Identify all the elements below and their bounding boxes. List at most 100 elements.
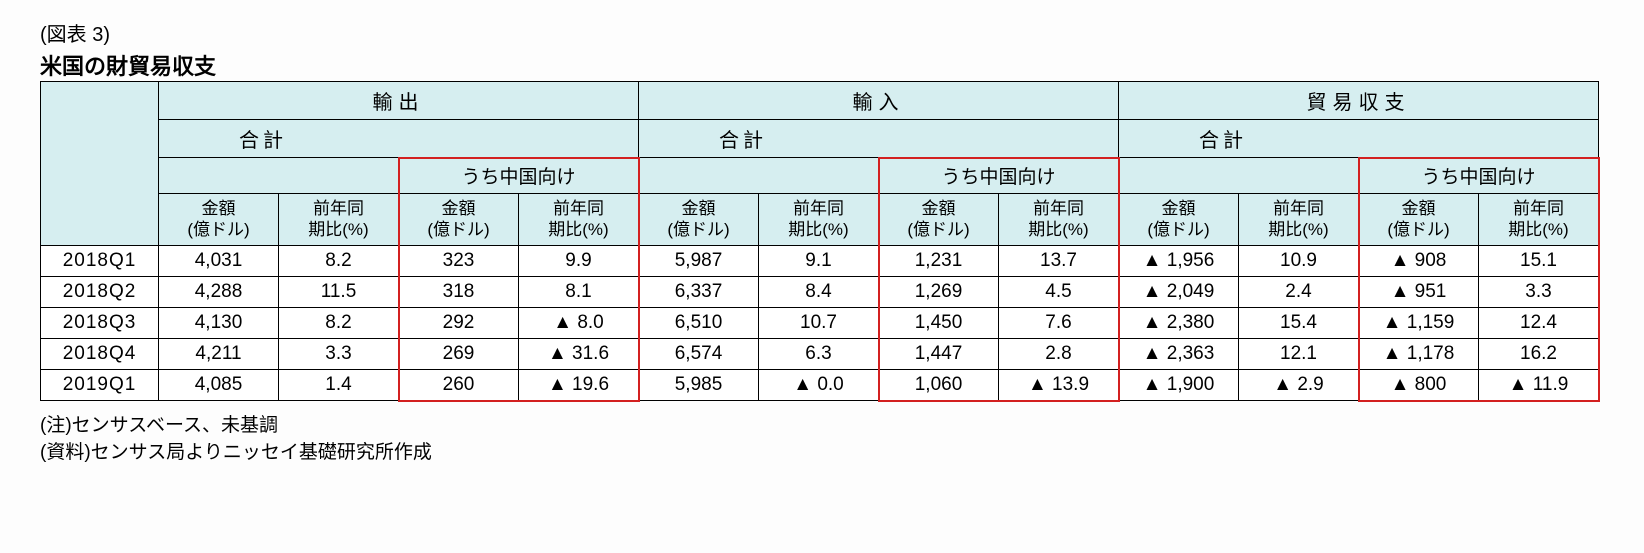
header-spacer [159,158,399,194]
header-yoy: 前年同期比(%) [759,194,879,246]
value-cell: ▲ 951 [1359,276,1479,307]
period-cell: 2018Q2 [41,276,159,307]
value-cell: 1,060 [879,369,999,400]
header-yoy: 前年同期比(%) [999,194,1119,246]
header-spacer [1119,158,1359,194]
value-cell: ▲ 1,159 [1359,307,1479,338]
value-cell: 16.2 [1479,338,1599,369]
table-row: 2018Q24,28811.53188.16,3378.41,2694.5▲ 2… [41,276,1599,307]
value-cell: 6.3 [759,338,879,369]
value-cell: ▲ 1,956 [1119,245,1239,276]
value-cell: 4,031 [159,245,279,276]
note-line: (注)センサスベース、未基調 [40,412,1604,440]
header-yoy: 前年同期比(%) [279,194,399,246]
value-cell: 5,987 [639,245,759,276]
value-cell: 12.4 [1479,307,1599,338]
header-total: 合計 [639,120,1119,158]
value-cell: 11.5 [279,276,399,307]
value-cell: 8.2 [279,307,399,338]
value-cell: ▲ 8.0 [519,307,639,338]
value-cell: 4,130 [159,307,279,338]
period-cell: 2018Q4 [41,338,159,369]
header-china: うち中国向け [879,158,1119,194]
value-cell: 15.1 [1479,245,1599,276]
value-cell: 1,231 [879,245,999,276]
trade-balance-table: 輸出輸入貿易収支 合計合計合計 うち中国向けうち中国向けうち中国向け 金額(億ド… [40,81,1599,401]
table-notes: (注)センサスベース、未基調 (資料)センサス局よりニッセイ基礎研究所作成 [40,412,1604,467]
value-cell: 10.9 [1239,245,1359,276]
note-line: (資料)センサス局よりニッセイ基礎研究所作成 [40,439,1604,467]
value-cell: 3.3 [279,338,399,369]
header-yoy: 前年同期比(%) [1479,194,1599,246]
value-cell: 9.1 [759,245,879,276]
header-amount: 金額(億ドル) [1119,194,1239,246]
value-cell: 8.4 [759,276,879,307]
table-row: 2018Q44,2113.3269▲ 31.66,5746.31,4472.8▲… [41,338,1599,369]
value-cell: 15.4 [1239,307,1359,338]
value-cell: 4.5 [999,276,1119,307]
header-china: うち中国向け [1359,158,1599,194]
value-cell: 6,574 [639,338,759,369]
period-cell: 2018Q1 [41,245,159,276]
value-cell: 6,510 [639,307,759,338]
value-cell: 323 [399,245,519,276]
value-cell: 260 [399,369,519,400]
value-cell: ▲ 11.9 [1479,369,1599,400]
header-total: 合計 [1119,120,1599,158]
header-amount: 金額(億ドル) [879,194,999,246]
value-cell: 7.6 [999,307,1119,338]
figure-label: (図表 3) [40,18,1604,47]
value-cell: 1,269 [879,276,999,307]
header-amount: 金額(億ドル) [1359,194,1479,246]
header-total: 合計 [159,120,639,158]
value-cell: 13.7 [999,245,1119,276]
header-group-import: 輸入 [639,82,1119,120]
value-cell: ▲ 2,049 [1119,276,1239,307]
value-cell: 9.9 [519,245,639,276]
value-cell: 3.3 [1479,276,1599,307]
value-cell: 1,447 [879,338,999,369]
header-amount: 金額(億ドル) [159,194,279,246]
value-cell: ▲ 2,380 [1119,307,1239,338]
value-cell: ▲ 19.6 [519,369,639,400]
table-row: 2019Q14,0851.4260▲ 19.65,985▲ 0.01,060▲ … [41,369,1599,400]
header-spacer [639,158,879,194]
value-cell: ▲ 1,900 [1119,369,1239,400]
value-cell: 2.4 [1239,276,1359,307]
table-row: 2018Q34,1308.2292▲ 8.06,51010.71,4507.6▲… [41,307,1599,338]
value-cell: ▲ 31.6 [519,338,639,369]
header-blank [41,82,159,246]
period-cell: 2019Q1 [41,369,159,400]
value-cell: ▲ 800 [1359,369,1479,400]
table-row: 2018Q14,0318.23239.95,9879.11,23113.7▲ 1… [41,245,1599,276]
period-cell: 2018Q3 [41,307,159,338]
table-title: 米国の財貿易収支 [40,49,1604,81]
value-cell: 1.4 [279,369,399,400]
value-cell: 8.2 [279,245,399,276]
value-cell: 2.8 [999,338,1119,369]
value-cell: 6,337 [639,276,759,307]
value-cell: ▲ 2.9 [1239,369,1359,400]
value-cell: 1,450 [879,307,999,338]
value-cell: 10.7 [759,307,879,338]
value-cell: 4,288 [159,276,279,307]
value-cell: 12.1 [1239,338,1359,369]
header-amount: 金額(億ドル) [399,194,519,246]
header-yoy: 前年同期比(%) [519,194,639,246]
value-cell: ▲ 908 [1359,245,1479,276]
header-group-balance: 貿易収支 [1119,82,1599,120]
value-cell: 318 [399,276,519,307]
header-yoy: 前年同期比(%) [1239,194,1359,246]
header-group-export: 輸出 [159,82,639,120]
value-cell: 5,985 [639,369,759,400]
header-china: うち中国向け [399,158,639,194]
value-cell: 292 [399,307,519,338]
value-cell: ▲ 1,178 [1359,338,1479,369]
value-cell: 269 [399,338,519,369]
value-cell: ▲ 2,363 [1119,338,1239,369]
value-cell: 4,085 [159,369,279,400]
value-cell: ▲ 13.9 [999,369,1119,400]
value-cell: 8.1 [519,276,639,307]
value-cell: 4,211 [159,338,279,369]
value-cell: ▲ 0.0 [759,369,879,400]
